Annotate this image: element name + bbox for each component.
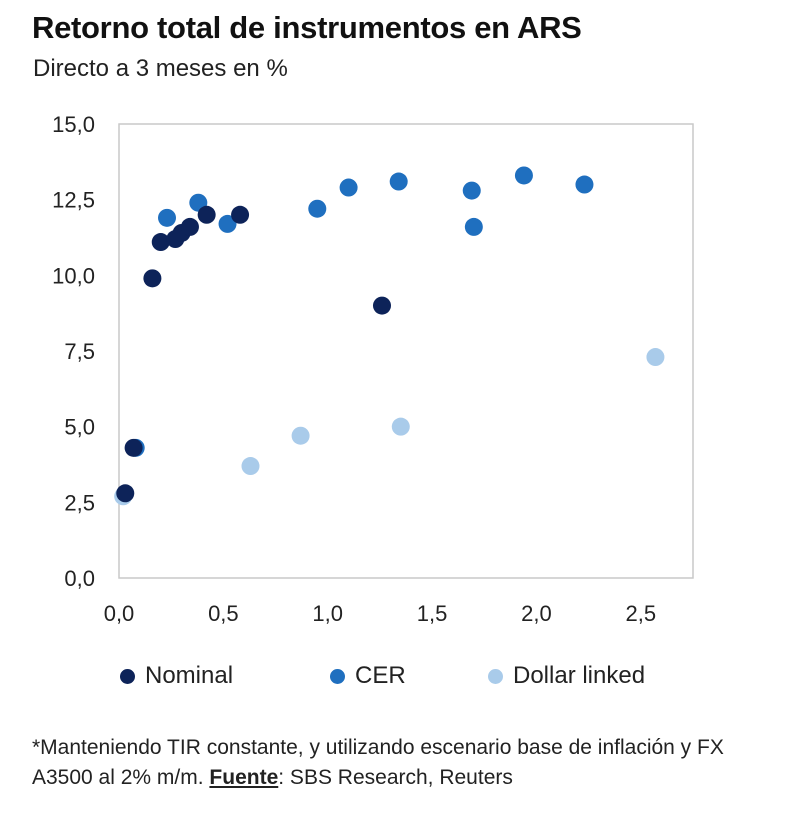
data-point-dollar-linked [291, 426, 310, 445]
y-axis: 0,0 2,5 5,0 7,5 10,0 12,5 15,0 [52, 112, 95, 591]
chart-subtitle: Directo a 3 meses en % [33, 55, 288, 82]
data-point-cer [339, 178, 358, 197]
legend: Nominal CER Dollar linked [0, 662, 800, 698]
legend-item-dollar-linked: Dollar linked [488, 662, 645, 690]
plot-area [118, 123, 694, 579]
y-tick-label: 2,5 [64, 490, 95, 515]
footnote: *Manteniendo TIR constante, y utilizando… [32, 733, 782, 793]
data-point-nominal [116, 484, 135, 503]
x-tick-label: 0,0 [104, 601, 135, 626]
x-tick-label: 1,5 [417, 601, 448, 626]
data-point-cer [389, 172, 408, 191]
y-tick-label: 5,0 [64, 415, 95, 440]
data-point-nominal [197, 205, 216, 224]
data-point-dollar-linked [391, 417, 410, 436]
data-point-cer [575, 175, 594, 194]
y-tick-label: 7,5 [64, 339, 95, 364]
data-point-nominal [372, 296, 391, 315]
footnote-source-label: Fuente [209, 766, 279, 789]
legend-marker-cer [330, 668, 345, 684]
data-point-cer [218, 214, 237, 233]
data-points [114, 166, 665, 506]
legend-item-nominal: Nominal [120, 662, 233, 690]
chart-title: Retorno total de instrumentos en ARS [32, 10, 582, 45]
data-point-cer [464, 217, 483, 236]
data-point-nominal [143, 269, 162, 288]
x-tick-label: 0,5 [208, 601, 239, 626]
data-point-cer [462, 181, 481, 200]
legend-label-dollar-linked: Dollar linked [513, 662, 646, 689]
footnote-source: : SBS Research, Reuters [278, 766, 513, 789]
data-point-nominal [151, 233, 170, 252]
legend-label-nominal: Nominal [145, 662, 234, 689]
y-tick-label: 15,0 [52, 112, 95, 137]
x-axis: 0,0 0,5 1,0 1,5 2,0 2,5 [104, 601, 656, 626]
footnote-text: *Manteniendo TIR constante, y utilizando… [32, 736, 724, 789]
x-tick-label: 2,5 [626, 601, 657, 626]
scatter-chart: 0,0 2,5 5,0 7,5 10,0 12,5 15,0 0,0 0,5 1,0 1,5 2,0… [52, 112, 694, 626]
legend-label-cer: CER [355, 662, 406, 689]
legend-marker-dollar-linked [488, 668, 503, 684]
y-tick-label: 12,5 [52, 188, 95, 213]
data-point-nominal [231, 205, 250, 224]
y-tick-label: 10,0 [52, 263, 95, 288]
x-tick-label: 1,0 [312, 601, 343, 626]
data-point-nominal [180, 217, 199, 236]
data-point-dollar-linked [241, 457, 260, 476]
data-point-nominal [124, 438, 143, 457]
x-tick-label: 2,0 [521, 601, 552, 626]
data-point-cer [158, 208, 177, 227]
legend-item-cer: CER [330, 662, 406, 690]
data-point-dollar-linked [646, 348, 665, 367]
legend-marker-nominal [120, 668, 135, 684]
data-point-cer [514, 166, 533, 185]
y-tick-label: 0,0 [64, 566, 95, 591]
data-point-cer [308, 199, 327, 218]
